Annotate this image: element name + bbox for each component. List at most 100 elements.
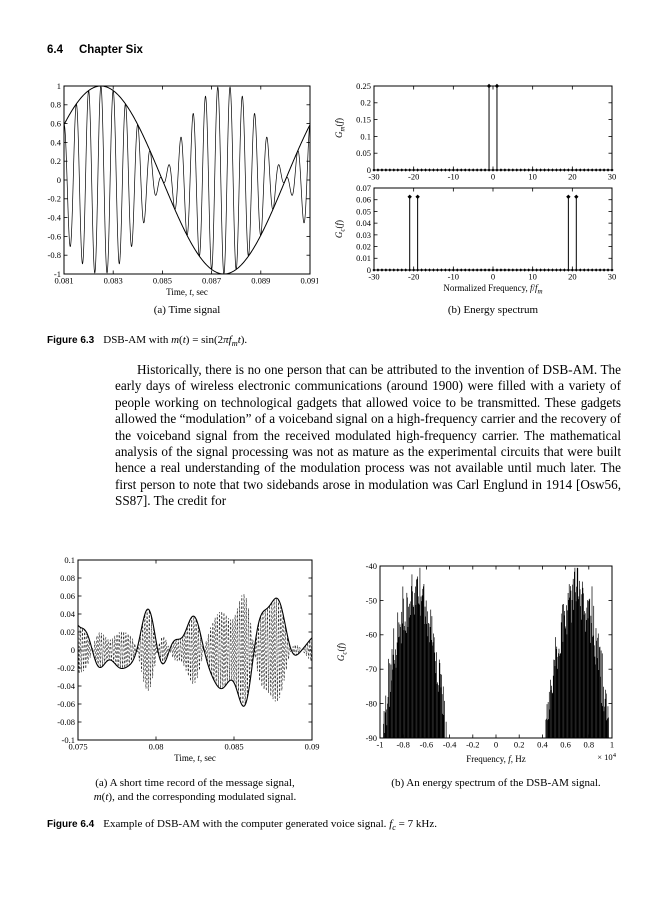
svg-text:0.2: 0.2 [514, 740, 525, 750]
svg-text:0.6: 0.6 [560, 740, 571, 750]
svg-text:0.2: 0.2 [360, 98, 371, 108]
svg-text:20: 20 [568, 272, 577, 282]
svg-text:-0.4: -0.4 [48, 213, 62, 223]
chapter-title: Chapter Six [79, 44, 143, 56]
svg-text:0.091: 0.091 [300, 276, 318, 286]
fig63b_bot-svg: -30 -20 -10 0 10 20 3000.010.020.030.040.050.0… [334, 183, 616, 295]
svg-text:-0.2: -0.2 [48, 194, 61, 204]
svg-text:0: 0 [491, 272, 495, 282]
svg-text:Gc(f): Gc(f) [334, 220, 346, 238]
figure-6-3-caption: Figure 6.3 DSB-AM with m(t) = sin(2πfmt). [47, 334, 248, 349]
svg-text:20: 20 [568, 172, 577, 182]
fig64a-subcaption: (a) A short time record of the message s… [60, 776, 330, 804]
svg-text:-30: -30 [368, 272, 379, 282]
svg-text:Gc(f): Gc(f) [336, 643, 348, 661]
fig64a-subcaption-line1: (a) A short time record of the message s… [95, 777, 295, 789]
fig64a-subcaption-line2: m(t), and the corresponding modulated si… [93, 791, 297, 803]
svg-text:0.02: 0.02 [60, 627, 75, 637]
svg-text:-0.1: -0.1 [62, 735, 75, 745]
svg-text:-20: -20 [408, 272, 419, 282]
fig63b-subcaption: (b) Energy spectrum [447, 304, 539, 316]
svg-text:-0.4: -0.4 [443, 740, 457, 750]
svg-text:1: 1 [610, 740, 614, 750]
svg-text:× 104: × 104 [597, 752, 616, 762]
svg-text:-0.02: -0.02 [57, 663, 75, 673]
svg-text:0.4: 0.4 [537, 740, 548, 750]
svg-text:0.06: 0.06 [356, 195, 371, 205]
svg-text:0.083: 0.083 [104, 276, 123, 286]
svg-text:-0.8: -0.8 [48, 250, 61, 260]
fig64b-subcaption: (b) An energy spectrum of the DSB-AM sig… [391, 777, 601, 789]
svg-text:0.04: 0.04 [356, 218, 372, 228]
svg-text:0.02: 0.02 [356, 241, 371, 251]
svg-text:-70: -70 [366, 664, 377, 674]
svg-text:0.4: 0.4 [50, 137, 61, 147]
fig63b_top-svg: -30 -20 -10 0 10 20 30 0 0.05 0.1 0.15 0.2 0.25 Gm(f) [334, 81, 617, 182]
svg-text:-50: -50 [366, 595, 377, 605]
svg-text:0.8: 0.8 [583, 740, 594, 750]
fig64b-voice-spectrum-plot: -1 -0.8 -0.6 -0.4 -0.2 0 0.2 0.4 0.6 0.8 1 -40 -50 -6… [330, 550, 622, 772]
fig63a-svg: 0.081 0.083 0.085 0.087 0.089 0.091 1 0.8 0.6 0.4… [48, 81, 320, 297]
fig64b-svg: -1 -0.8 -0.6 -0.4 -0.2 0 0.2 0.4 0.6 0.8 1 -40 -50 -6… [336, 561, 617, 764]
running-head: 6.4 Chapter Six [47, 44, 143, 56]
svg-text:0.089: 0.089 [251, 276, 270, 286]
svg-text:30: 30 [608, 172, 617, 182]
svg-text:-80: -80 [366, 699, 377, 709]
svg-text:-60: -60 [366, 630, 377, 640]
svg-text:Frequency, f, Hz: Frequency, f, Hz [466, 754, 525, 764]
svg-text:0: 0 [494, 740, 498, 750]
svg-text:0.15: 0.15 [356, 115, 371, 125]
svg-text:0.03: 0.03 [356, 230, 371, 240]
svg-text:0.085: 0.085 [153, 276, 172, 286]
svg-text:-0.6: -0.6 [420, 740, 433, 750]
svg-text:0.087: 0.087 [202, 276, 221, 286]
svg-text:0: 0 [57, 175, 61, 185]
svg-text:-30: -30 [368, 172, 379, 182]
svg-text:0.1: 0.1 [64, 555, 75, 565]
svg-text:Gm(f): Gm(f) [334, 118, 346, 138]
svg-text:Time, t, sec: Time, t, sec [174, 753, 216, 763]
svg-text:0: 0 [367, 165, 371, 175]
svg-text:0.6: 0.6 [50, 119, 61, 129]
svg-text:Time, t, sec: Time, t, sec [166, 287, 208, 297]
svg-text:0.2: 0.2 [50, 156, 61, 166]
svg-text:-10: -10 [448, 272, 459, 282]
svg-text:0.05: 0.05 [356, 206, 371, 216]
svg-text:1: 1 [57, 81, 61, 91]
svg-text:0.06: 0.06 [60, 591, 75, 601]
svg-text:-1: -1 [54, 269, 61, 279]
svg-text:0: 0 [71, 645, 75, 655]
svg-text:10: 10 [528, 272, 537, 282]
fig63b-message-spectrum-plot: -30 -20 -10 0 10 20 30 0 0.05 0.1 0.15 0.2 0.25 Gm(f) [326, 76, 622, 188]
svg-text:-0.08: -0.08 [57, 717, 75, 727]
svg-text:0.08: 0.08 [149, 742, 164, 752]
svg-text:-0.2: -0.2 [466, 740, 479, 750]
svg-text:-0.6: -0.6 [48, 231, 61, 241]
svg-text:-20: -20 [408, 172, 419, 182]
svg-text:0.081: 0.081 [54, 276, 73, 286]
svg-text:0: 0 [491, 172, 495, 182]
svg-text:Normalized Frequency, f/fm: Normalized Frequency, f/fm [443, 283, 542, 295]
svg-text:0.085: 0.085 [224, 742, 243, 752]
svg-text:0.25: 0.25 [356, 81, 371, 91]
svg-text:10: 10 [528, 172, 537, 182]
svg-text:-1: -1 [376, 740, 383, 750]
svg-text:-10: -10 [448, 172, 459, 182]
svg-text:0.075: 0.075 [68, 742, 87, 752]
svg-text:-0.04: -0.04 [57, 681, 75, 691]
svg-text:-90: -90 [366, 733, 377, 743]
svg-text:0.08: 0.08 [60, 573, 75, 583]
figure-6-4-caption: Figure 6.4 Example of DSB-AM with the com… [47, 818, 437, 833]
fig63b-modulated-spectrum-plot: -30 -20 -10 0 10 20 30 0 0.01 0.02 0.03 0.04 0.05 0.0… [326, 182, 622, 300]
svg-text:0.8: 0.8 [50, 100, 61, 110]
svg-text:0.05: 0.05 [356, 148, 371, 158]
body-paragraph: Historically, there is no one person tha… [115, 362, 621, 509]
svg-text:0.1: 0.1 [360, 131, 371, 141]
fig64a-svg: 0.075 0.08 0.085 0.09 0.1 0.08 0.06 0.04 0.02 0 -0… [57, 555, 320, 763]
svg-text:0.09: 0.09 [305, 742, 320, 752]
svg-text:-0.8: -0.8 [396, 740, 409, 750]
svg-text:-40: -40 [366, 561, 377, 571]
svg-text:0.01: 0.01 [356, 253, 371, 263]
page-number: 6.4 [47, 44, 63, 56]
